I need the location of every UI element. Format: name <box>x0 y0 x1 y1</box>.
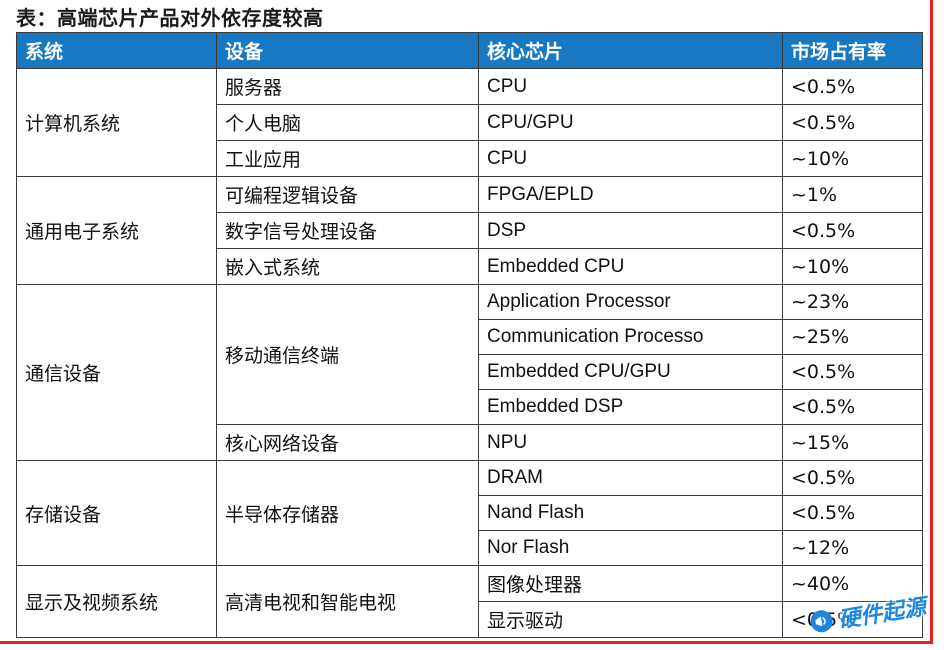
cell-share: ~23% <box>782 284 923 320</box>
cell-chip: Embedded DSP <box>478 389 783 425</box>
cell-chip: Communication Processo <box>478 319 783 355</box>
cell-device: 嵌入式系统 <box>216 248 479 285</box>
cell-share: <0.5% <box>782 389 923 425</box>
table-row: Communication Processo ~25% <box>17 319 923 355</box>
cell-share: <0.5% <box>782 104 923 141</box>
cell-chip: DRAM <box>478 460 783 496</box>
cell-device: 可编程逻辑设备 <box>216 176 479 213</box>
cell-chip: NPU <box>478 424 783 461</box>
table-row: 存储设备 半导体存储器 DRAM <0.5% <box>16 460 923 566</box>
table-row: 数字信号处理设备 DSP <0.5% <box>17 212 923 249</box>
table-row: Embedded CPU/GPU <0.5% <box>17 354 923 390</box>
table-row: 显示及视频系统 高清电视和智能电视 图像处理器 ~40% <box>16 565 923 638</box>
table-row: 工业应用 CPU ~10% <box>17 140 923 177</box>
chip-dependence-table: 系统 设备 核心芯片 市场占有率 计算机系统 服务器 CPU <0.5% 个人电… <box>16 32 923 638</box>
cell-system: 通信设备 <box>16 284 217 461</box>
cell-device: 半导体存储器 <box>216 460 479 566</box>
header-market-share: 市场占有率 <box>782 32 923 69</box>
cell-share: ~15% <box>782 424 923 461</box>
cell-chip: 显示驱动 <box>478 601 783 638</box>
header-device: 设备 <box>216 32 479 69</box>
header-core-chip: 核心芯片 <box>478 32 783 69</box>
cell-share: <0.5% <box>782 460 923 496</box>
cell-system: 存储设备 <box>16 460 217 566</box>
cell-share: <0.5% <box>782 495 923 531</box>
table-row: Nand Flash <0.5% <box>17 495 923 531</box>
table-row: Nor Flash ~12% <box>17 530 923 566</box>
cell-device: 工业应用 <box>216 140 479 177</box>
cell-device: 数字信号处理设备 <box>216 212 479 249</box>
cell-chip: DSP <box>478 212 783 249</box>
cell-share: <0.5% <box>782 212 923 249</box>
red-accent-line-right <box>930 0 933 644</box>
cell-chip: Embedded CPU <box>478 248 783 285</box>
cell-chip: Application Processor <box>478 284 783 320</box>
cell-share: ~40% <box>782 565 923 602</box>
table-row: 通用电子系统 可编程逻辑设备 FPGA/EPLD ~1% <box>16 176 923 285</box>
table-row: 嵌入式系统 Embedded CPU ~10% <box>17 248 923 285</box>
cell-device: 移动通信终端 <box>216 284 479 425</box>
cell-chip: CPU/GPU <box>478 104 783 141</box>
table-row: 个人电脑 CPU/GPU <0.5% <box>17 104 923 141</box>
cell-share: ~12% <box>782 530 923 566</box>
cell-share: ~10% <box>782 248 923 285</box>
table-row: 计算机系统 服务器 CPU <0.5% <box>16 68 923 177</box>
cell-chip: CPU <box>478 140 783 177</box>
cell-share: <0.5% <box>782 601 923 638</box>
cell-chip: CPU <box>478 68 783 105</box>
cell-chip: Nor Flash <box>478 530 783 566</box>
cell-share: ~1% <box>782 176 923 213</box>
cell-chip: Embedded CPU/GPU <box>478 354 783 390</box>
cell-share: ~10% <box>782 140 923 177</box>
cell-chip: FPGA/EPLD <box>478 176 783 213</box>
cell-device: 个人电脑 <box>216 104 479 141</box>
table-header-row: 系统 设备 核心芯片 市场占有率 <box>16 32 923 69</box>
table-row: 核心网络设备 NPU ~15% <box>17 424 923 461</box>
cell-chip: 图像处理器 <box>478 565 783 602</box>
table-title: 表：高端芯片产品对外依存度较高 <box>16 6 324 30</box>
cell-device: 核心网络设备 <box>216 424 479 461</box>
cell-system: 计算机系统 <box>16 68 217 177</box>
table-row: 通信设备 移动通信终端 Application Processor ~23% <box>16 284 923 461</box>
table-row: 显示驱动 <0.5% <box>17 601 923 638</box>
cell-chip: Nand Flash <box>478 495 783 531</box>
cell-system: 通用电子系统 <box>16 176 217 285</box>
cell-share: <0.5% <box>782 354 923 390</box>
red-accent-line-bottom <box>0 641 930 644</box>
cell-device: 服务器 <box>216 68 479 105</box>
cell-share: ~25% <box>782 319 923 355</box>
cell-device: 高清电视和智能电视 <box>216 565 479 638</box>
cell-share: <0.5% <box>782 68 923 105</box>
cell-system: 显示及视频系统 <box>16 565 217 638</box>
header-system: 系统 <box>16 32 217 69</box>
